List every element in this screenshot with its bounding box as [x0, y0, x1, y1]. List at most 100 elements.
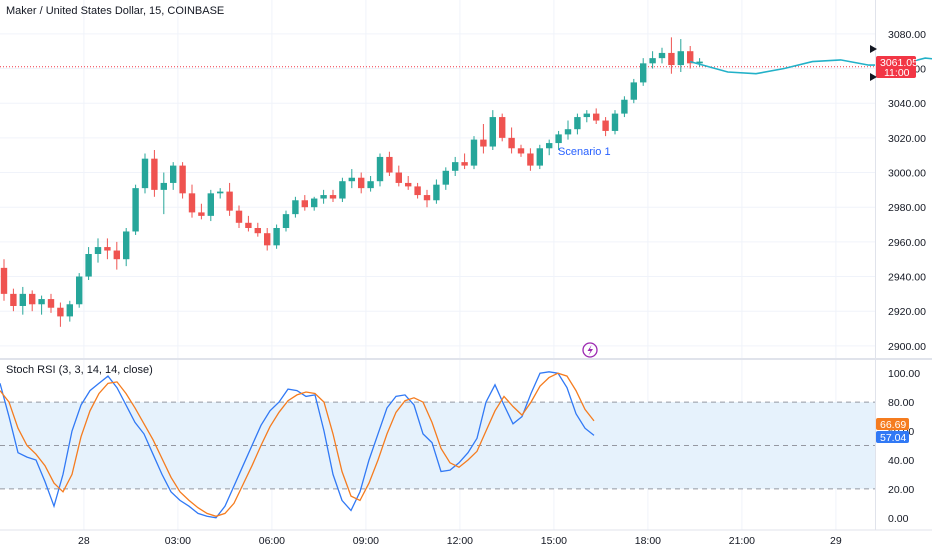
x-tick-label: 09:00 — [353, 535, 379, 547]
stoch-k-badge: 57.04 — [880, 432, 906, 444]
candle[interactable] — [696, 58, 703, 67]
candle[interactable] — [10, 288, 17, 312]
candle[interactable] — [358, 172, 365, 194]
candle[interactable] — [113, 241, 120, 270]
candle-body — [621, 99, 628, 114]
candle[interactable] — [29, 290, 36, 312]
indicator-title[interactable]: Stoch RSI (3, 3, 14, 14, close) — [6, 364, 153, 376]
candle[interactable] — [367, 176, 374, 192]
candle[interactable] — [57, 302, 64, 327]
candle[interactable] — [414, 182, 421, 199]
candle[interactable] — [395, 165, 402, 187]
candle-body — [113, 250, 120, 260]
y-tick-label: 2960.00 — [888, 237, 926, 249]
candle[interactable] — [517, 144, 525, 157]
candle[interactable] — [47, 293, 55, 313]
candlestick-series[interactable] — [0, 37, 703, 327]
candle[interactable] — [198, 203, 205, 220]
candle[interactable] — [640, 58, 647, 86]
alert-marker-icon[interactable] — [870, 73, 877, 81]
candle[interactable] — [386, 151, 393, 176]
chart-title[interactable]: Maker / United States Dollar, 15, COINBA… — [6, 5, 224, 17]
candle[interactable] — [85, 247, 92, 280]
candle[interactable] — [320, 189, 327, 204]
candle[interactable] — [329, 189, 337, 202]
candle[interactable] — [38, 295, 45, 315]
candle[interactable] — [264, 228, 271, 251]
candle[interactable] — [574, 113, 581, 135]
candle[interactable] — [301, 195, 308, 211]
stoch-d-line[interactable] — [0, 372, 595, 517]
candle[interactable] — [489, 110, 496, 150]
candle[interactable] — [470, 136, 478, 170]
candle[interactable] — [564, 120, 572, 140]
alert-marker-icon[interactable] — [870, 45, 877, 53]
candle-body — [141, 158, 149, 189]
candle[interactable] — [433, 179, 440, 204]
candle[interactable] — [376, 153, 384, 187]
candle[interactable] — [423, 189, 431, 208]
candle[interactable] — [602, 117, 609, 137]
candle[interactable] — [527, 148, 534, 171]
candle-body — [546, 143, 553, 149]
candle[interactable] — [123, 228, 130, 267]
stoch-k-line[interactable] — [0, 371, 595, 519]
candle[interactable] — [611, 110, 619, 135]
candle[interactable] — [621, 96, 628, 118]
candle[interactable] — [94, 238, 102, 263]
candle[interactable] — [151, 150, 158, 197]
candle[interactable] — [292, 196, 299, 218]
lightning-icon[interactable] — [582, 342, 598, 358]
grid — [0, 0, 875, 530]
candle[interactable] — [649, 51, 656, 69]
candle[interactable] — [546, 139, 553, 156]
price-badge-countdown: 11:00 — [884, 67, 910, 79]
candle[interactable] — [499, 113, 506, 142]
candle-body — [29, 293, 36, 305]
candle[interactable] — [235, 205, 243, 228]
candle[interactable] — [593, 108, 600, 124]
candle[interactable] — [19, 286, 26, 315]
candle[interactable] — [480, 124, 487, 154]
candle[interactable] — [226, 182, 233, 216]
candle[interactable] — [179, 162, 186, 199]
candle[interactable] — [508, 127, 515, 154]
candle[interactable] — [141, 153, 149, 194]
candle[interactable] — [687, 46, 694, 69]
candle[interactable] — [273, 224, 280, 249]
candle[interactable] — [0, 259, 8, 301]
candle[interactable] — [132, 184, 139, 235]
candle[interactable] — [348, 169, 355, 189]
candle[interactable] — [555, 130, 562, 150]
candle[interactable] — [207, 189, 214, 222]
y-tick-label: 2940.00 — [888, 272, 926, 284]
candle[interactable] — [76, 273, 83, 308]
time-axis[interactable]: 28 03:00 06:00 09:00 12:00 15:00 18:00 21:00 29 — [78, 535, 842, 547]
candle[interactable] — [104, 238, 111, 260]
candle[interactable] — [66, 300, 73, 322]
candle[interactable] — [668, 37, 675, 74]
candle[interactable] — [677, 39, 684, 72]
candle-body — [527, 153, 534, 166]
candle[interactable] — [188, 184, 196, 218]
candle[interactable] — [339, 177, 346, 202]
candle[interactable] — [442, 167, 449, 190]
candle[interactable] — [282, 210, 290, 232]
y-tick-label: 3020.00 — [888, 133, 926, 145]
candle[interactable] — [452, 156, 459, 176]
candle[interactable] — [536, 144, 543, 170]
candle-body — [160, 182, 167, 190]
candle[interactable] — [630, 78, 637, 104]
candle[interactable] — [170, 162, 177, 190]
candle[interactable] — [405, 176, 412, 190]
candle[interactable] — [461, 153, 468, 170]
stoch-rsi-series[interactable] — [0, 371, 595, 519]
candle[interactable] — [217, 188, 224, 199]
candle[interactable] — [245, 215, 252, 232]
candle[interactable] — [583, 110, 590, 123]
candle[interactable] — [311, 196, 318, 211]
candle[interactable] — [658, 47, 666, 64]
candle[interactable] — [254, 222, 261, 237]
candle[interactable] — [160, 172, 167, 215]
